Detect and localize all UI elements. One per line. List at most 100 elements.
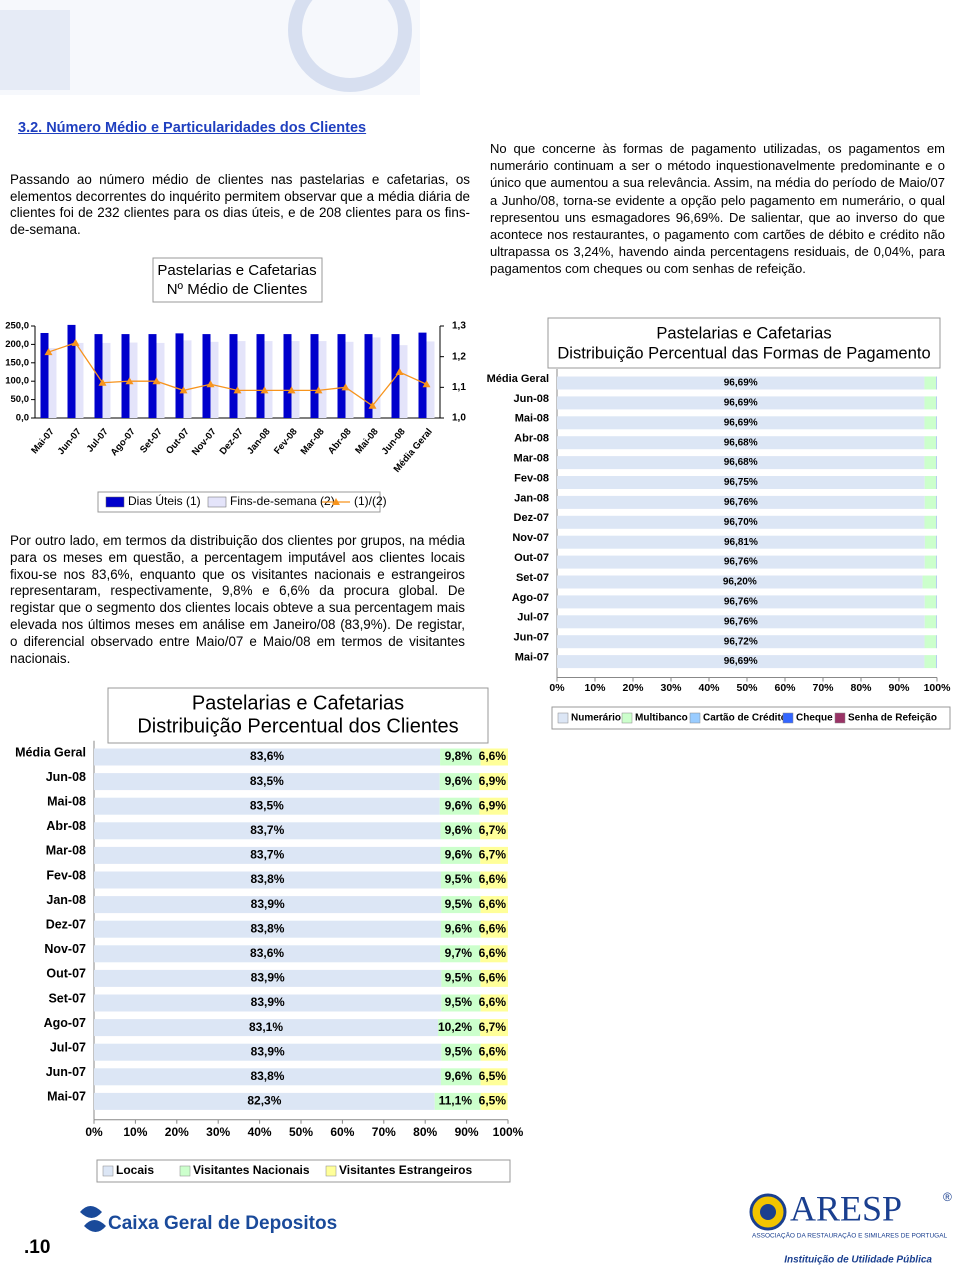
bar-segment [440, 822, 481, 840]
value-label: 11,1% [439, 1094, 473, 1108]
value-label: 9,5% [445, 971, 473, 985]
x-tick-label: 90% [888, 682, 910, 694]
bar [202, 334, 211, 418]
paragraph: No que concerne às formas de pagamento u… [490, 141, 945, 277]
bar-segment [936, 515, 937, 529]
bar [264, 341, 273, 418]
y-tick-label: 150,0 [5, 357, 29, 368]
bar [426, 341, 435, 418]
category-label: Ago-07 [44, 1016, 86, 1030]
legend-label: Cheque [796, 713, 833, 724]
x-tick-label: Mar-08 [299, 426, 327, 457]
bar-segment [479, 797, 508, 815]
bar-segment [557, 515, 925, 529]
cgd-logo: Caixa Geral de Depositos [80, 1206, 337, 1234]
value-label: 96,75% [724, 477, 758, 488]
category-label: Jan-08 [514, 492, 549, 504]
category-label: Dez-07 [514, 512, 549, 524]
x-tick-label: 50% [289, 1125, 313, 1139]
y-tick-label: 200,0 [5, 339, 29, 350]
bar-segment [480, 1043, 508, 1061]
bar-segment [94, 1043, 442, 1061]
bar-segment [434, 1092, 481, 1110]
x-tick-label: 80% [850, 682, 872, 694]
bar [399, 345, 408, 418]
bar-segment [480, 822, 508, 840]
bar [210, 341, 219, 418]
value-label: 83,6% [250, 749, 284, 763]
chart2-legend-box [551, 706, 951, 730]
bar-segment [936, 416, 937, 430]
value-label: 83,9% [251, 1044, 285, 1058]
y2-tick-label: 1,1 [452, 382, 466, 393]
bar-segment [480, 1068, 508, 1086]
x-tick-label: 100% [924, 682, 952, 694]
bar-segment [440, 920, 481, 938]
value-label: 6,7% [479, 848, 507, 862]
value-label: 10,2% [438, 1020, 472, 1034]
ratio-marker [368, 401, 377, 409]
bar [418, 332, 427, 418]
legend-swatch [782, 712, 794, 724]
bar-segment [557, 376, 925, 390]
bar-segment [94, 846, 441, 864]
value-label: 6,6% [479, 995, 507, 1009]
ratio-marker [287, 386, 296, 394]
legend-swatch [689, 712, 701, 724]
x-tick-label: Mai-08 [353, 426, 380, 456]
x-tick-label: Jul-07 [85, 426, 111, 454]
x-tick-label: Fev-08 [272, 426, 300, 456]
category-label: Mar-08 [514, 453, 549, 465]
category-label: Abr-08 [46, 819, 86, 833]
value-label: 9,5% [445, 872, 473, 886]
bar-segment [94, 773, 440, 791]
value-label: 83,7% [250, 848, 284, 862]
bar-segment [557, 396, 925, 410]
value-label: 9,6% [445, 921, 473, 935]
bar-segment [924, 515, 937, 529]
legend-label: Fins-de-semana (2) [230, 494, 335, 508]
x-tick-label: Ago-07 [109, 426, 138, 458]
legend-label: Cartão de Crédito [703, 713, 787, 724]
value-label: 83,5% [250, 774, 284, 788]
value-label: 6,7% [479, 823, 507, 837]
value-label: 9,6% [445, 848, 473, 862]
y-tick-label: 100,0 [5, 376, 29, 387]
bar [183, 340, 192, 418]
category-label: Ago-07 [512, 592, 549, 604]
ratio-marker [179, 386, 188, 394]
x-tick-label: Jan-08 [245, 426, 273, 456]
chart-title: Pastelarias e Cafetarias [656, 324, 831, 342]
value-label: 6,5% [479, 1094, 507, 1108]
bar-segment [557, 615, 925, 629]
bar-segment [439, 773, 480, 791]
bar-segment [439, 797, 480, 815]
value-label: 83,8% [250, 1069, 284, 1083]
value-label: 96,76% [724, 557, 758, 568]
bar-segment [480, 994, 508, 1012]
bar-segment [94, 1068, 441, 1086]
category-label: Mai-08 [47, 794, 86, 808]
x-tick-label: Out-07 [164, 426, 192, 456]
category-label: Fev-08 [514, 472, 549, 484]
y-tick-label: 50,0 [11, 394, 30, 405]
x-tick-label: 40% [248, 1125, 272, 1139]
bar-segment [936, 476, 937, 489]
value-label: 96,76% [724, 616, 758, 627]
value-label: 6,6% [479, 1044, 507, 1058]
value-label: 83,9% [251, 971, 285, 985]
legend-label: (1)/(2) [354, 494, 387, 508]
bar-segment [438, 1019, 481, 1037]
value-label: 6,9% [479, 798, 507, 812]
x-tick-label: 10% [584, 682, 606, 694]
chart1-title-box [152, 257, 323, 303]
legend-swatch [557, 712, 569, 724]
chart-title: Pastelarias e Cafetarias [192, 692, 404, 714]
ratio-marker [233, 386, 242, 394]
bar-segment [94, 1092, 435, 1110]
bar-segment [924, 555, 937, 569]
bar-segment [924, 535, 937, 549]
bar-segment [440, 945, 481, 963]
x-tick-label: Abr-08 [326, 426, 354, 456]
